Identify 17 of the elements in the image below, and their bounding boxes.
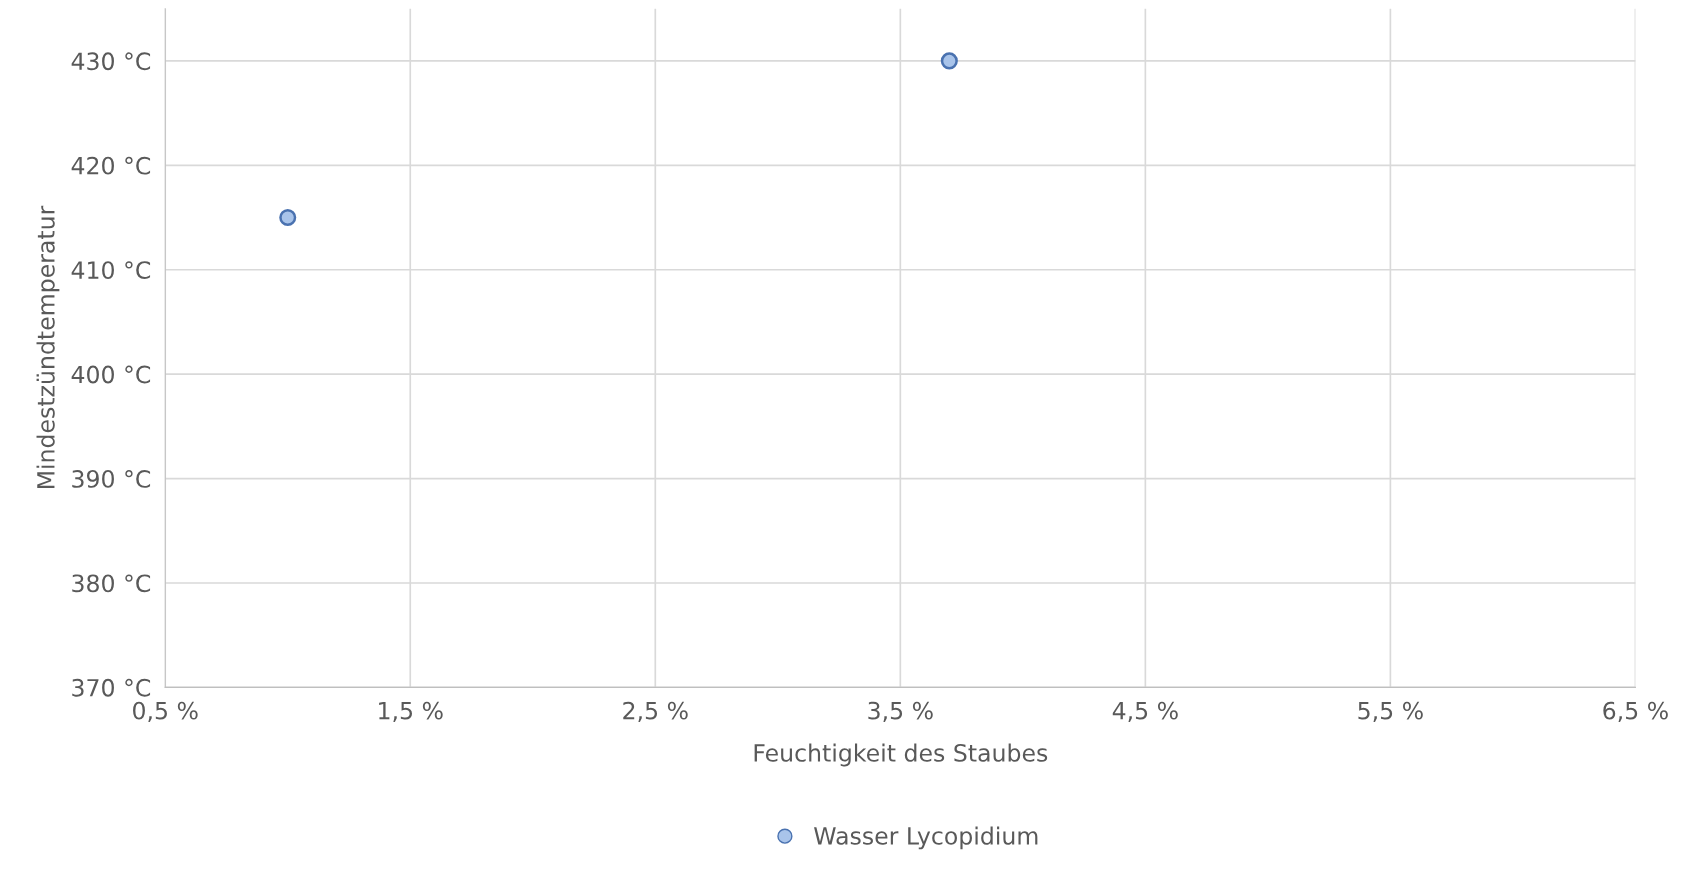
x-tick-label: 4,5 % <box>1112 701 1178 722</box>
y-tick-label: 390 °C <box>72 470 151 488</box>
y-tick-label: 400 °C <box>71 365 151 384</box>
x-tick-label: 3,5 % <box>868 701 933 722</box>
y-tick-label: 410 °C <box>71 261 151 280</box>
y-tick-label: 430 °C <box>71 52 151 71</box>
y-tick-label: 380 °C <box>72 574 151 593</box>
x-tick-label: 2,5 % <box>623 701 688 722</box>
y-axis-title: Mindestzündtemperatur <box>36 205 60 489</box>
x-tick-label: 0,5 % <box>133 701 198 722</box>
y-tick-label: 370 °C <box>72 678 151 697</box>
x-axis-title: Feuchtigkeit des Staubes <box>754 743 1048 767</box>
x-tick-label: 1,5 % <box>379 701 443 722</box>
x-tick-label: 6,5 % <box>1603 701 1668 722</box>
y-tick-label: 420 °C <box>71 156 151 175</box>
legend-label: Wasser Lycopidium <box>814 826 1038 850</box>
x-tick-label: 5,5 % <box>1358 701 1423 722</box>
